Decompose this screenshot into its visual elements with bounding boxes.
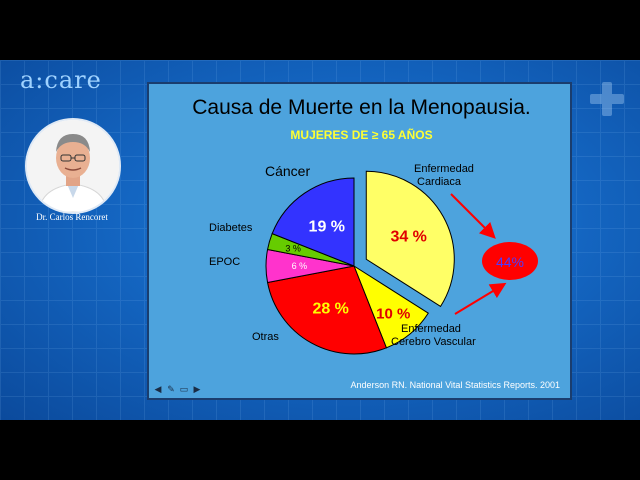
slides-icon[interactable]: ▭ [179,384,189,394]
slice-value-label: 3 % [285,243,301,253]
combined-percent-text: 44% [496,254,524,270]
slide-subtitle: MUJERES DE ≥ 65 AÑOS [290,128,433,142]
pie-slice-otras [266,265,388,355]
pie-slice-enfermedad-cardiaca [365,170,455,308]
presenter-name: Dr. Carlos Rencoret [36,212,108,222]
bottom-letterbox [0,420,640,480]
brand-logo: a:care [20,66,102,94]
slice-category-label: Cáncer [265,163,310,179]
slice-category-label: Diabetes [209,222,253,234]
back-arrow-icon[interactable]: ◀ [154,384,162,394]
presenter-avatar [25,118,121,214]
pie-chart: 34 % Enfermedad Cardiaca 10 %Enfermedad Cere… [209,163,538,355]
slide-title: Causa de Muerte en la Menopausia. [192,96,531,119]
slice-category-label: Enfermedad Cerebro Vascular [391,323,476,348]
arrow-bottom [454,282,507,315]
slide-controls: ◀ ✎ ▭ ▶ [153,385,202,394]
slice-value-label: 10 % [376,305,410,322]
slice-category-label: Enfermedad Cardiaca [414,163,474,188]
presentation-slide: 34 % Enfermedad Cardiaca 10 % Enfermedad Cere… [147,82,572,400]
pie-slice-c-ncer [271,177,355,267]
pencil-icon[interactable]: ✎ [167,384,175,394]
slice-value-label: 28 % [312,301,348,318]
slice-category-label: EPOC [209,256,240,268]
slice-value-label: 34 % [390,228,426,245]
combined-percent-badge [482,242,538,280]
slice-value-label: 19 % [309,218,345,235]
forward-arrow-icon[interactable]: ▶ [193,384,201,394]
citation: Anderson RN. National Vital Statistics R… [350,380,560,390]
medical-cross-icon [590,82,624,116]
slice-category-label: Otras [252,331,279,343]
arrow-top [450,193,496,239]
slice-value-label: 6 % [292,261,308,271]
top-letterbox [0,0,640,60]
